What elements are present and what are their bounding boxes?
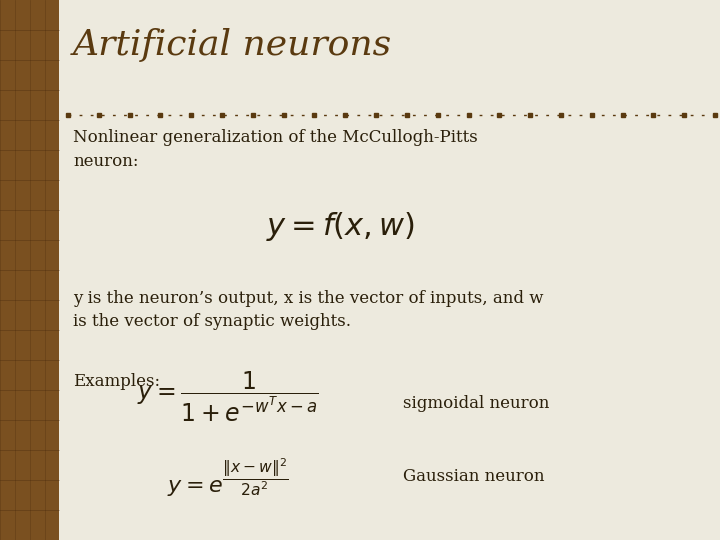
- Text: y is the neuron’s output, x is the vector of inputs, and w
is the vector of syna: y is the neuron’s output, x is the vecto…: [73, 290, 544, 330]
- Text: sigmoidal neuron: sigmoidal neuron: [403, 395, 549, 412]
- Text: $y = e^{\dfrac{\|x-w\|^2}{2a^2}}$: $y = e^{\dfrac{\|x-w\|^2}{2a^2}}$: [167, 458, 289, 500]
- Text: Nonlinear generalization of the McCullogh-Pitts
neuron:: Nonlinear generalization of the McCullog…: [73, 129, 478, 170]
- Text: $y = f(x, w)$: $y = f(x, w)$: [266, 210, 415, 243]
- Text: $y = \dfrac{1}{1+e^{-w^T x - a}}$: $y = \dfrac{1}{1+e^{-w^T x - a}}$: [137, 369, 319, 424]
- Text: Examples:: Examples:: [73, 373, 160, 390]
- Text: Artificial neurons: Artificial neurons: [73, 28, 392, 62]
- Text: Gaussian neuron: Gaussian neuron: [403, 468, 544, 485]
- Bar: [0, 0, 59, 540]
